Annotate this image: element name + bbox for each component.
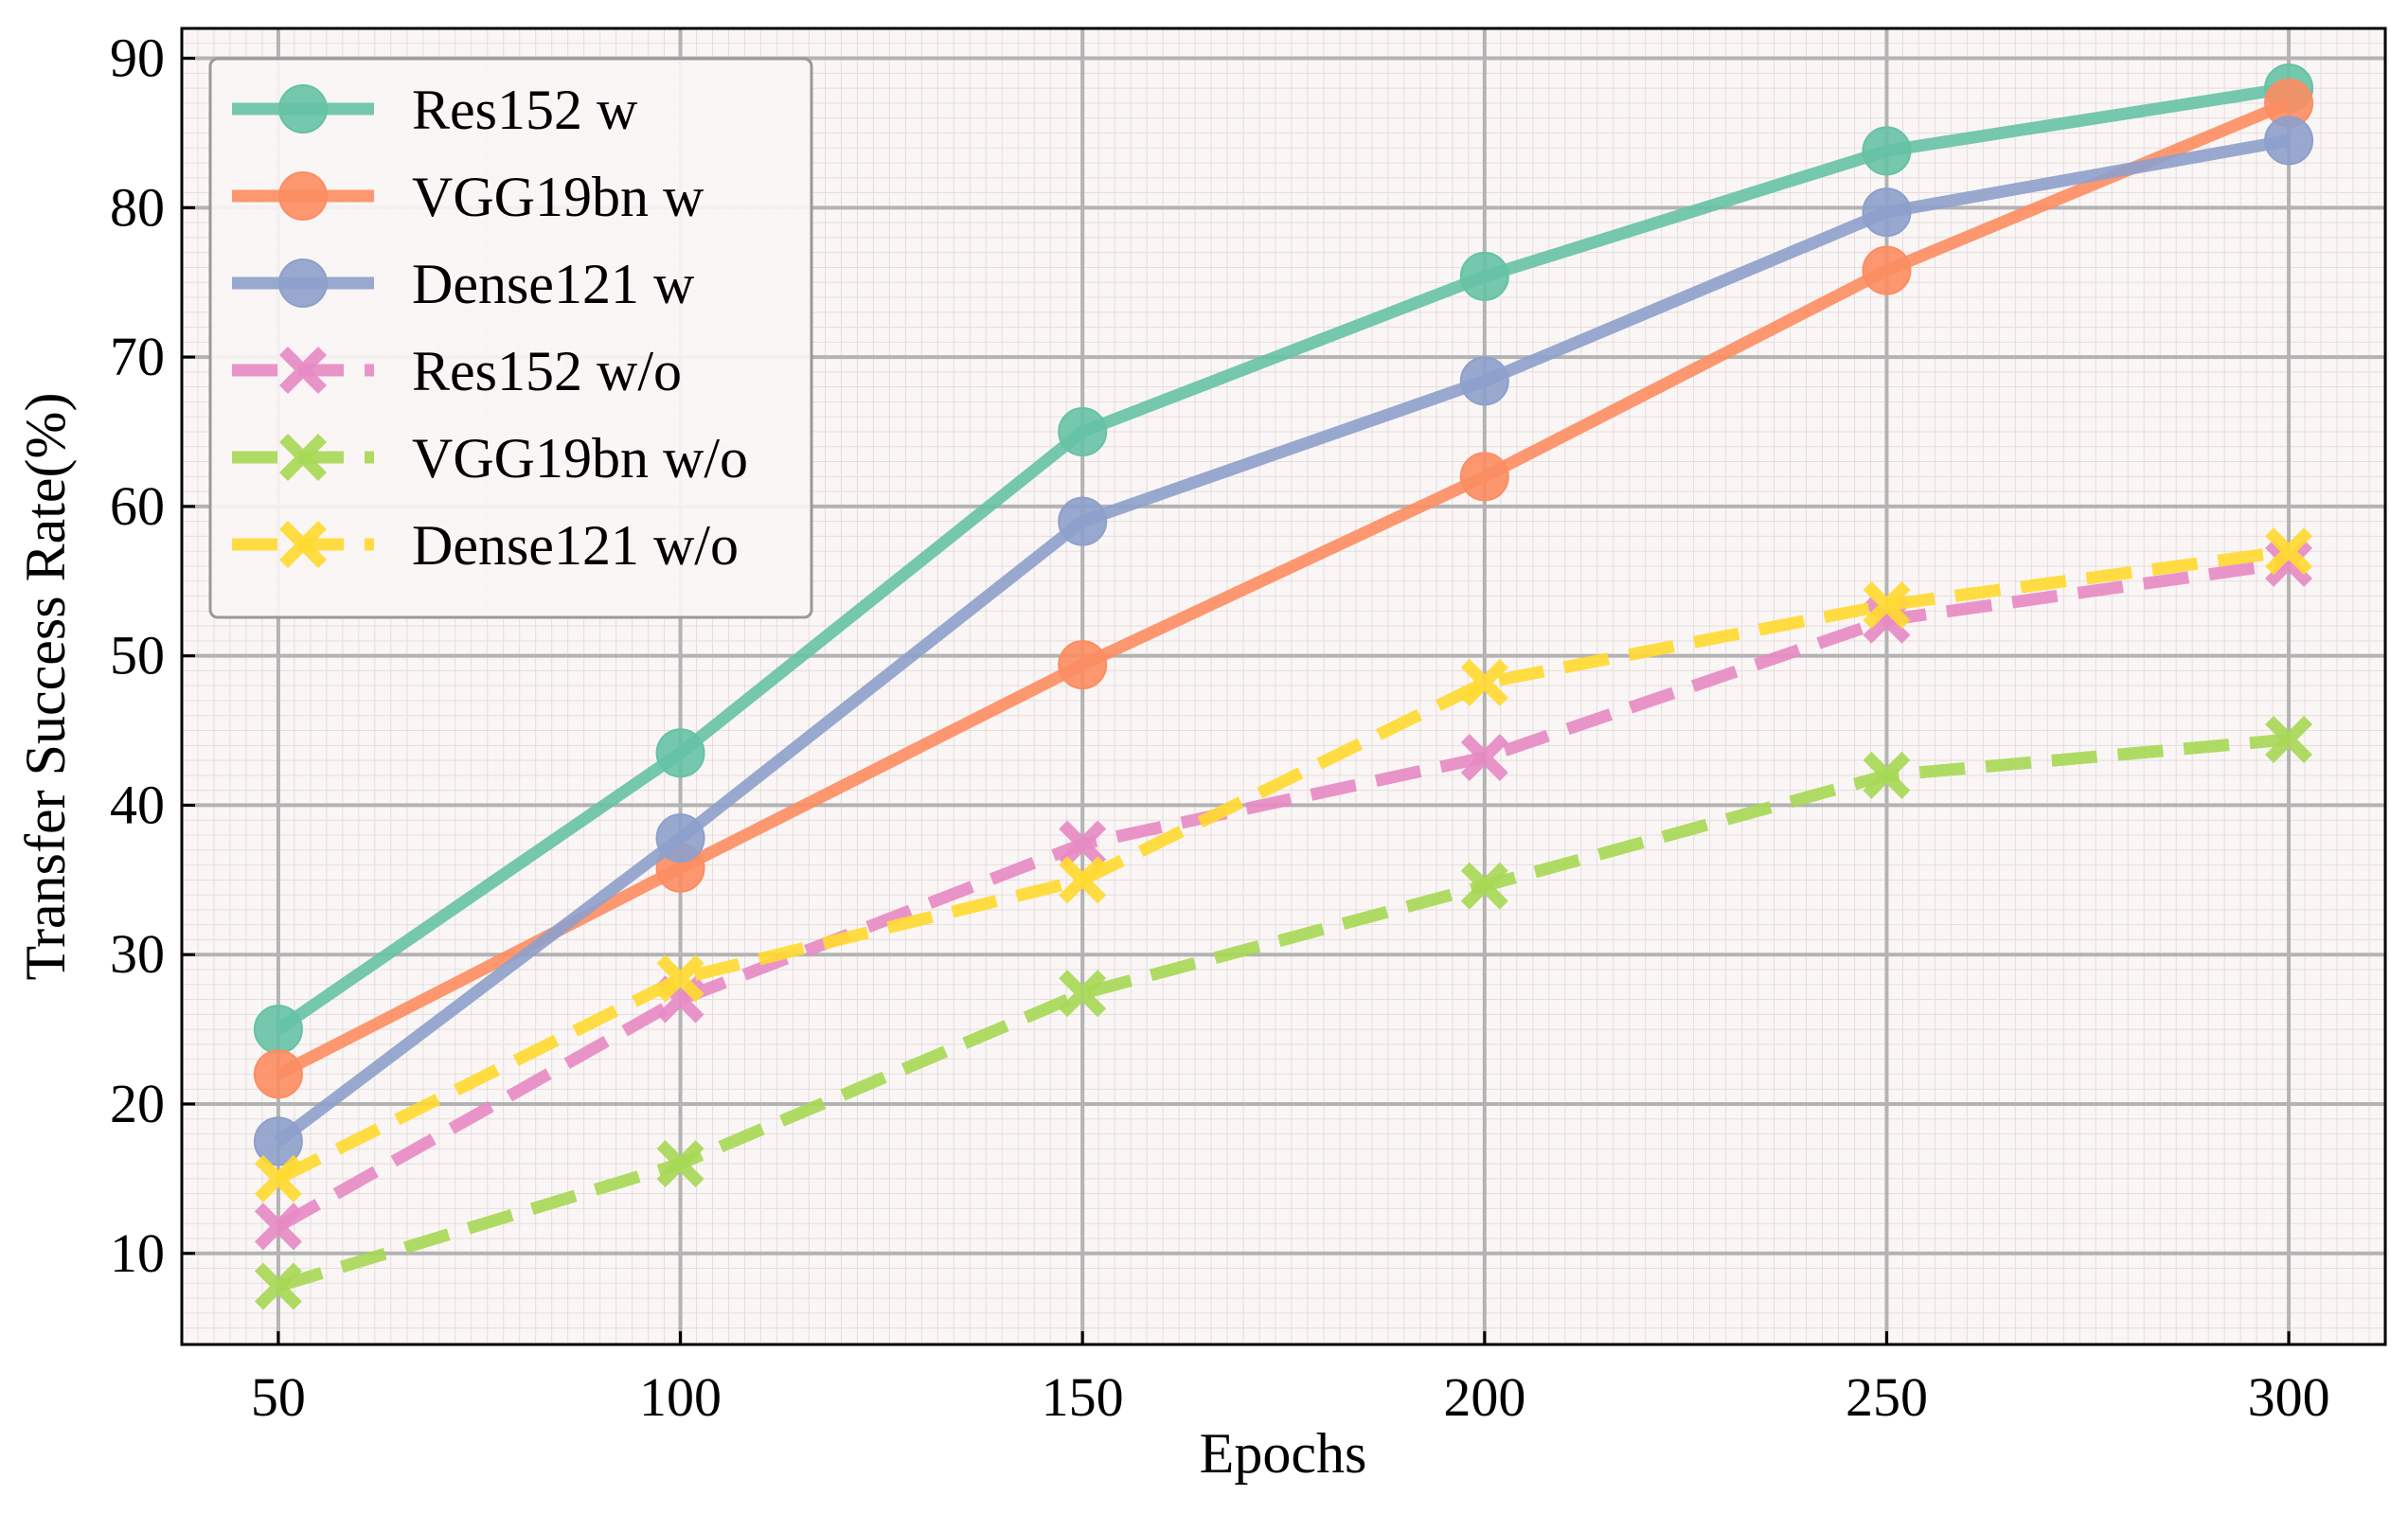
series-line bbox=[276, 733, 2290, 1292]
x-tick-label: 100 bbox=[639, 1366, 722, 1428]
data-point bbox=[1862, 126, 1912, 176]
data-point bbox=[253, 1049, 303, 1099]
data-point bbox=[254, 1202, 302, 1251]
y-tick-label: 60 bbox=[110, 475, 165, 537]
legend-entry: VGG19bn w bbox=[232, 166, 705, 228]
data-point bbox=[254, 1154, 302, 1202]
legend-label: VGG19bn w bbox=[412, 166, 705, 228]
data-point bbox=[1460, 659, 1508, 707]
y-tick-label: 90 bbox=[110, 27, 165, 89]
data-point bbox=[656, 1140, 705, 1188]
legend-marker bbox=[278, 258, 328, 308]
x-axis-title: Epochs bbox=[1200, 1422, 1367, 1485]
x-tick-label: 200 bbox=[1443, 1366, 1525, 1428]
data-point bbox=[1863, 581, 1911, 630]
legend-label: Dense121 w bbox=[412, 253, 695, 315]
legend-marker bbox=[279, 347, 327, 394]
data-point bbox=[1460, 862, 1508, 910]
legend-label: Res152 w/o bbox=[412, 340, 682, 402]
plot-frame bbox=[180, 27, 2387, 1346]
legend-marker bbox=[278, 84, 328, 134]
y-axis: 10 20 30 40 50 60 70 80 90 bbox=[110, 27, 195, 1284]
y-tick-label: 10 bbox=[110, 1222, 165, 1284]
legend-marker bbox=[279, 434, 327, 481]
series-dense121-w bbox=[253, 116, 2314, 1167]
series-line bbox=[274, 134, 2291, 1147]
data-point bbox=[1862, 187, 1912, 238]
data-point bbox=[1059, 970, 1107, 1018]
x-tick-label: 150 bbox=[1042, 1366, 1124, 1428]
data-point bbox=[1058, 496, 1108, 546]
data-point bbox=[1459, 356, 1509, 406]
data-point bbox=[1459, 452, 1509, 502]
series-vgg19bn-w-o bbox=[254, 716, 2313, 1310]
data-point bbox=[254, 1262, 302, 1310]
legend-entry: VGG19bn w/o bbox=[232, 427, 748, 490]
series-layer bbox=[253, 63, 2314, 1310]
data-point bbox=[253, 1116, 303, 1167]
y-tick-label: 20 bbox=[110, 1073, 165, 1134]
legend-entry: Dense121 w/o bbox=[232, 514, 739, 577]
data-point bbox=[1059, 856, 1107, 904]
data-point bbox=[1863, 751, 1911, 799]
legend-entry: Dense121 w bbox=[232, 253, 695, 315]
y-tick-label: 40 bbox=[110, 774, 165, 835]
series-line bbox=[275, 557, 2290, 1233]
legend-entry: Res152 w bbox=[232, 79, 638, 141]
legend-label: VGG19bn w/o bbox=[412, 427, 748, 490]
legend-entry: Res152 w/o bbox=[232, 340, 682, 402]
series-line bbox=[276, 544, 2290, 1184]
data-point bbox=[2264, 116, 2314, 166]
data-point bbox=[1058, 640, 1108, 690]
y-tick-label: 50 bbox=[110, 625, 165, 686]
data-point bbox=[1459, 251, 1509, 301]
data-point bbox=[253, 1005, 303, 1055]
x-tick-label: 300 bbox=[2248, 1366, 2330, 1428]
series-line bbox=[275, 97, 2292, 1080]
data-point bbox=[1059, 820, 1107, 868]
data-point bbox=[655, 728, 705, 778]
series-line bbox=[275, 81, 2291, 1035]
data-point bbox=[1460, 733, 1508, 781]
data-point bbox=[2265, 527, 2313, 576]
data-point bbox=[655, 813, 705, 864]
legend-label: Dense121 w/o bbox=[412, 514, 739, 577]
x-tick-label: 250 bbox=[1846, 1366, 1928, 1428]
legend-label: Res152 w bbox=[412, 79, 638, 141]
data-point bbox=[656, 954, 705, 1003]
data-point bbox=[2265, 716, 2313, 764]
y-tick-label: 30 bbox=[110, 923, 165, 985]
data-point bbox=[1862, 245, 1912, 295]
legend-marker bbox=[279, 521, 327, 568]
series-dense121-w-o bbox=[254, 527, 2313, 1202]
y-axis-title: Transfer Success Rate(%) bbox=[14, 393, 77, 981]
x-axis: 50 100 150 200 250 300 bbox=[251, 1331, 2330, 1428]
legend-entries: Res152 w VGG19bn w Dense121 w Res152 w/o VGG… bbox=[232, 79, 748, 577]
series-res152-w bbox=[253, 63, 2314, 1055]
legend-marker bbox=[278, 171, 328, 221]
x-tick-label: 50 bbox=[251, 1366, 306, 1428]
data-point bbox=[2265, 539, 2313, 587]
legend: Res152 w VGG19bn w Dense121 w Res152 w/o VGG… bbox=[208, 57, 813, 619]
y-tick-label: 70 bbox=[110, 326, 165, 387]
y-tick-label: 80 bbox=[110, 176, 165, 238]
data-point bbox=[1058, 406, 1108, 456]
